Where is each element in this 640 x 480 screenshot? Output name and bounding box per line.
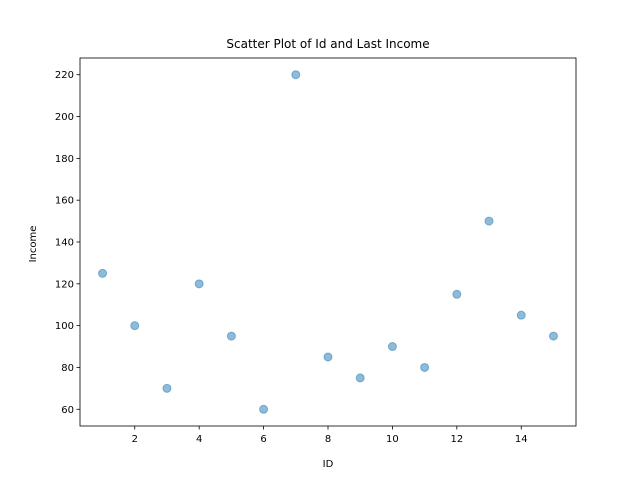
x-tick-label: 12 bbox=[450, 434, 463, 445]
data-point bbox=[516, 310, 526, 320]
y-tick-label: 60 bbox=[61, 405, 74, 416]
plot-area: 2 4 6 8 10 12 14 60 80 100 120 140 160 180 200 220 bbox=[55, 57, 577, 445]
y-tick-label: 120 bbox=[55, 279, 74, 290]
x-tick-label: 14 bbox=[515, 434, 528, 445]
y-tick-label: 200 bbox=[55, 112, 74, 123]
data-point bbox=[452, 289, 462, 299]
data-point bbox=[194, 279, 204, 289]
x-tick-label: 8 bbox=[325, 434, 331, 445]
data-point bbox=[162, 383, 172, 393]
y-tick-label: 80 bbox=[61, 363, 74, 374]
y-tick-label: 140 bbox=[55, 238, 74, 249]
data-point bbox=[259, 404, 269, 414]
chart-title: Scatter Plot of Id and Last Income bbox=[226, 37, 429, 51]
x-axis-label: ID bbox=[323, 459, 334, 470]
data-point bbox=[484, 216, 494, 226]
data-point bbox=[420, 362, 430, 372]
y-axis-label: Income bbox=[28, 226, 39, 263]
y-tick-label: 100 bbox=[55, 321, 74, 332]
y-tick-label: 220 bbox=[55, 70, 74, 81]
data-point bbox=[387, 342, 397, 352]
data-point bbox=[98, 268, 108, 278]
x-tick-label: 10 bbox=[386, 434, 399, 445]
x-tick-label: 6 bbox=[260, 434, 266, 445]
y-tick-label: 160 bbox=[55, 196, 74, 207]
data-point bbox=[130, 321, 140, 331]
data-point bbox=[323, 352, 333, 362]
data-point bbox=[548, 331, 558, 341]
data-point bbox=[291, 70, 301, 80]
y-tick-label: 180 bbox=[55, 154, 74, 165]
x-tick-label: 4 bbox=[196, 434, 202, 445]
x-tick-label: 2 bbox=[132, 434, 138, 445]
data-point bbox=[355, 373, 365, 383]
data-point bbox=[226, 331, 236, 341]
